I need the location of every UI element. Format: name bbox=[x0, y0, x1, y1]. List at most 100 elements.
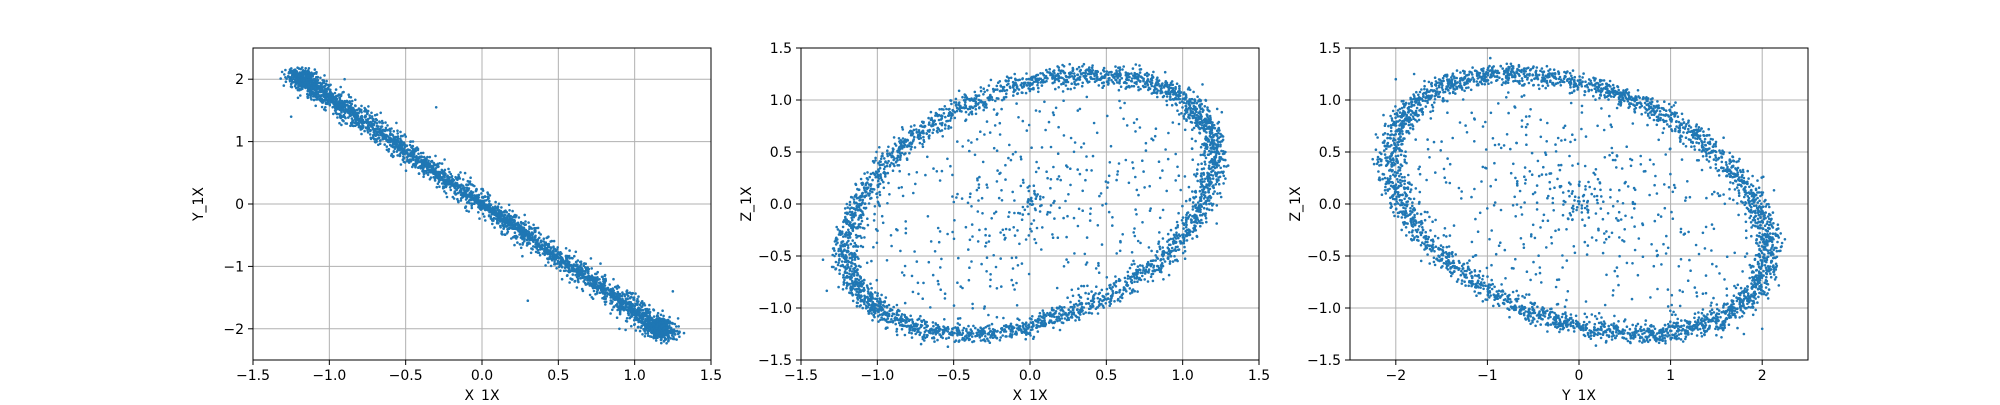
scatter-point bbox=[886, 152, 889, 155]
scatter-point bbox=[350, 111, 353, 114]
scatter-point bbox=[429, 156, 432, 159]
scatter-point bbox=[589, 282, 592, 285]
scatter-point bbox=[290, 115, 293, 118]
scatter-point bbox=[433, 162, 436, 165]
scatter-point bbox=[411, 166, 414, 169]
scatter-point bbox=[360, 105, 363, 108]
scatter-point bbox=[399, 155, 402, 158]
scatter-point bbox=[480, 192, 483, 195]
scatter-point bbox=[472, 202, 475, 205]
scatter-point bbox=[985, 270, 988, 273]
scatter-point bbox=[673, 338, 676, 341]
scatter-point bbox=[487, 197, 490, 200]
scatter-point bbox=[602, 278, 605, 281]
scatter-point bbox=[509, 226, 512, 229]
scatter-point bbox=[543, 254, 546, 257]
scatter-point bbox=[470, 193, 473, 196]
scatter-point bbox=[326, 103, 329, 106]
scatter-point bbox=[501, 218, 504, 221]
scatter-point bbox=[432, 172, 435, 175]
scatter-point bbox=[349, 106, 352, 109]
scatter-point bbox=[285, 80, 288, 83]
scatter-point bbox=[1125, 159, 1128, 162]
scatter-point bbox=[660, 342, 663, 345]
scatter-point bbox=[579, 265, 582, 268]
scatter-point bbox=[1010, 159, 1013, 162]
scatter-point bbox=[837, 261, 840, 264]
scatter-point bbox=[322, 101, 325, 104]
scatter-point bbox=[442, 178, 445, 181]
scatter-point bbox=[1148, 185, 1151, 188]
scatter-point bbox=[1084, 179, 1087, 182]
scatter-point bbox=[554, 257, 557, 260]
scatter-point bbox=[858, 188, 861, 191]
scatter-point bbox=[534, 235, 537, 238]
scatter-point bbox=[646, 320, 649, 323]
scatter-point bbox=[532, 224, 535, 227]
scatter-point bbox=[919, 315, 922, 318]
scatter-point bbox=[1106, 276, 1109, 279]
scatter-point bbox=[631, 308, 634, 311]
scatter-point bbox=[1180, 112, 1183, 115]
scatter-point bbox=[503, 233, 506, 236]
scatter-point bbox=[296, 70, 299, 73]
scatter-point bbox=[299, 85, 302, 88]
scatter-point bbox=[523, 214, 526, 217]
scatter-point bbox=[1005, 92, 1008, 95]
scatter-point bbox=[305, 86, 308, 89]
scatter-point bbox=[436, 186, 439, 189]
scatter-point bbox=[951, 174, 954, 177]
scatter-point bbox=[1048, 121, 1051, 124]
scatter-point bbox=[1062, 217, 1065, 220]
scatter-point bbox=[520, 247, 523, 250]
scatter-point bbox=[396, 150, 399, 153]
scatter-point bbox=[672, 290, 675, 293]
scatter-point bbox=[639, 309, 642, 312]
scatter-point bbox=[1020, 156, 1023, 159]
scatter-point bbox=[409, 144, 412, 147]
scatter-point bbox=[877, 180, 880, 183]
scatter-point bbox=[468, 187, 471, 190]
scatter-point bbox=[396, 132, 399, 135]
scatter-point bbox=[924, 174, 927, 177]
scatter-point bbox=[358, 118, 361, 121]
scatter-point bbox=[513, 219, 516, 222]
scatter-point bbox=[977, 210, 980, 213]
scatter-point bbox=[573, 280, 576, 283]
scatter-point bbox=[442, 175, 445, 178]
scatter-point bbox=[571, 278, 574, 281]
scatter-point bbox=[528, 225, 531, 228]
scatter-point bbox=[527, 299, 530, 302]
scatter-point bbox=[293, 72, 296, 75]
scatter-point bbox=[890, 318, 893, 321]
scatter-point bbox=[384, 121, 387, 124]
scatter-point bbox=[521, 255, 524, 258]
scatter-point bbox=[419, 160, 422, 163]
scatter-point bbox=[1150, 250, 1153, 253]
scatter-point bbox=[572, 273, 575, 276]
scatter-point bbox=[400, 163, 403, 166]
scatter-point bbox=[473, 185, 476, 188]
scatter-point bbox=[502, 214, 505, 217]
scatter-point bbox=[422, 176, 425, 179]
scatter-point bbox=[610, 302, 613, 305]
x-tick-label: 0.5 bbox=[547, 368, 569, 384]
scatter-point bbox=[287, 75, 290, 78]
scatter-point bbox=[595, 282, 598, 285]
scatter-point bbox=[299, 94, 302, 97]
scatter-point bbox=[1025, 92, 1028, 95]
scatter-point bbox=[678, 335, 681, 338]
y-tick-label: −1 bbox=[223, 259, 244, 275]
scatter-point bbox=[626, 289, 629, 292]
scatter-point bbox=[331, 106, 334, 109]
scatter-point bbox=[874, 291, 877, 294]
scatter-point bbox=[550, 265, 553, 268]
scatter-point bbox=[335, 100, 338, 103]
scatter-point bbox=[597, 284, 600, 287]
scatter-point bbox=[1119, 296, 1122, 299]
scatter-point bbox=[581, 288, 584, 291]
scatter-point bbox=[396, 139, 399, 142]
scatter-point bbox=[546, 257, 549, 260]
scatter-point bbox=[608, 283, 611, 286]
scatter-point bbox=[670, 337, 673, 340]
